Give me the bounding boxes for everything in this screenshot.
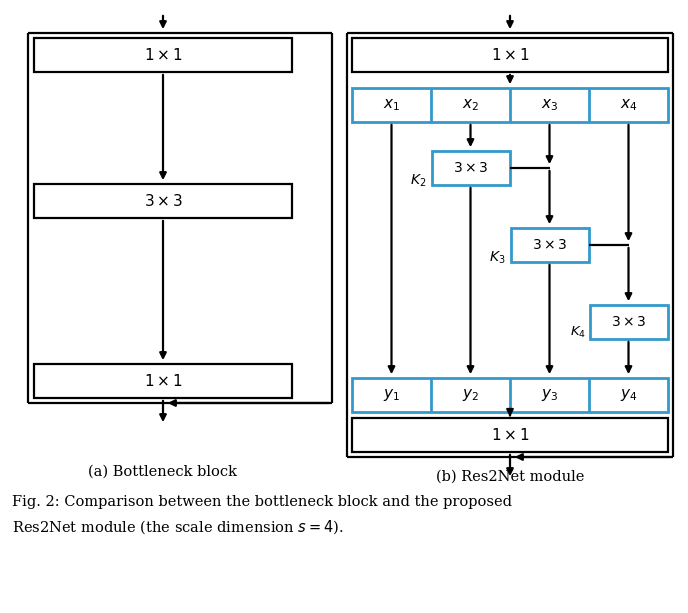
- Text: $y_1$: $y_1$: [383, 387, 400, 403]
- Bar: [352, 378, 668, 412]
- Text: Fig. 2: Comparison between the bottleneck block and the proposed: Fig. 2: Comparison between the bottlenec…: [12, 495, 512, 509]
- Text: $3\times3$: $3\times3$: [453, 161, 488, 175]
- Text: $y_4$: $y_4$: [620, 387, 637, 403]
- Bar: [352, 418, 668, 452]
- Text: $y_3$: $y_3$: [541, 387, 558, 403]
- Bar: [510, 228, 588, 262]
- Text: $y_2$: $y_2$: [462, 387, 479, 403]
- Text: Res2Net module (the scale dimension $s = 4$).: Res2Net module (the scale dimension $s =…: [12, 518, 343, 536]
- Text: $K_4$: $K_4$: [570, 325, 586, 340]
- Bar: [34, 38, 292, 72]
- Bar: [34, 184, 292, 218]
- Text: (a) Bottleneck block: (a) Bottleneck block: [89, 465, 237, 479]
- Text: $3\times3$: $3\times3$: [532, 238, 568, 252]
- Text: $K_2$: $K_2$: [410, 173, 427, 189]
- Text: $1\times1$: $1\times1$: [144, 47, 182, 63]
- Text: $x_2$: $x_2$: [462, 97, 479, 113]
- Text: $1\times1$: $1\times1$: [144, 373, 182, 389]
- Text: $1\times1$: $1\times1$: [491, 47, 529, 63]
- Bar: [352, 88, 668, 122]
- Text: $x_1$: $x_1$: [383, 97, 400, 113]
- Bar: [352, 38, 668, 72]
- Bar: [431, 151, 510, 185]
- Text: $3\times3$: $3\times3$: [611, 315, 646, 329]
- Bar: [34, 364, 292, 398]
- Text: $x_4$: $x_4$: [620, 97, 637, 113]
- Bar: [590, 305, 667, 339]
- Text: (b) Res2Net module: (b) Res2Net module: [436, 470, 584, 484]
- Text: $3\times3$: $3\times3$: [144, 193, 182, 209]
- Text: $x_3$: $x_3$: [541, 97, 558, 113]
- Text: $1\times1$: $1\times1$: [491, 427, 529, 443]
- Text: $K_3$: $K_3$: [489, 250, 506, 267]
